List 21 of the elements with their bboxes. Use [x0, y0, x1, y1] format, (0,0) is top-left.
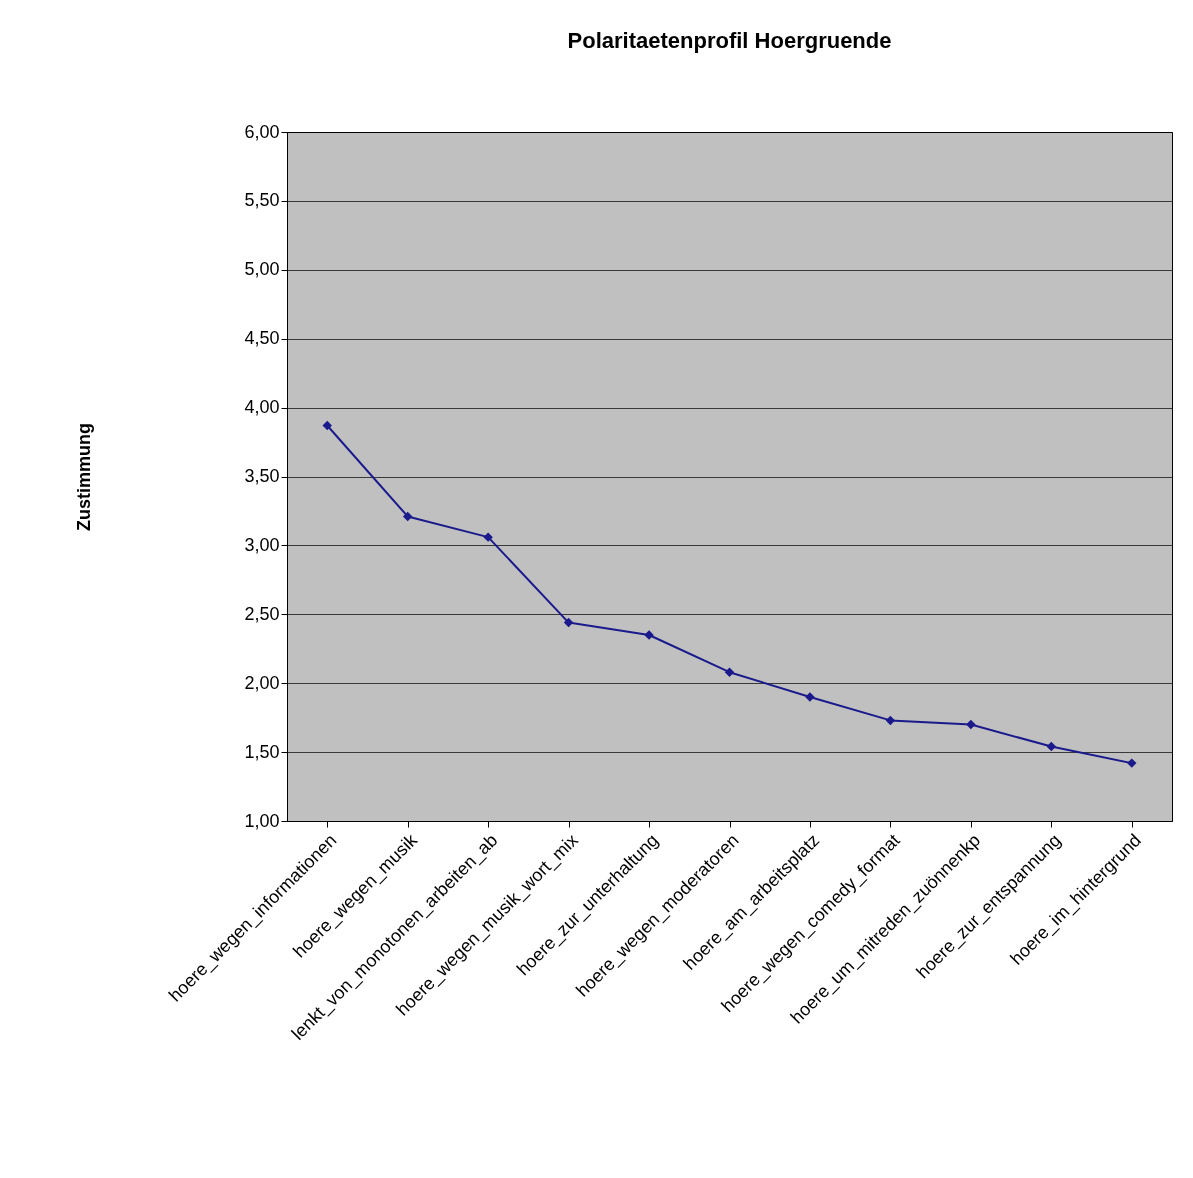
y-tick-label: 5,50	[244, 190, 280, 211]
point	[1127, 758, 1137, 768]
point	[724, 667, 735, 677]
y-tick-label: 4,00	[244, 397, 280, 418]
point	[1046, 741, 1057, 752]
y-tick-label: 3,50	[244, 466, 280, 486]
y-tick-label: 2,00	[244, 672, 280, 693]
chart-title: Polaritaetenprofil Hoergruende	[567, 28, 892, 53]
point	[402, 511, 413, 522]
y-tick-label: 2,50	[244, 603, 280, 624]
point	[322, 420, 332, 431]
y-tick-label: 3,00	[244, 534, 280, 555]
y-tick-label: 6,00	[244, 121, 280, 142]
y-tick-label: 4,50	[244, 328, 280, 349]
y-tick-label: 1,00	[244, 810, 280, 831]
y-tick-label: 1,50	[244, 741, 280, 762]
point	[885, 715, 896, 726]
point	[563, 617, 574, 628]
point	[966, 719, 976, 730]
y-axis-title: Zustimmung	[74, 423, 95, 531]
y-tick-label: 5,00	[244, 259, 280, 280]
